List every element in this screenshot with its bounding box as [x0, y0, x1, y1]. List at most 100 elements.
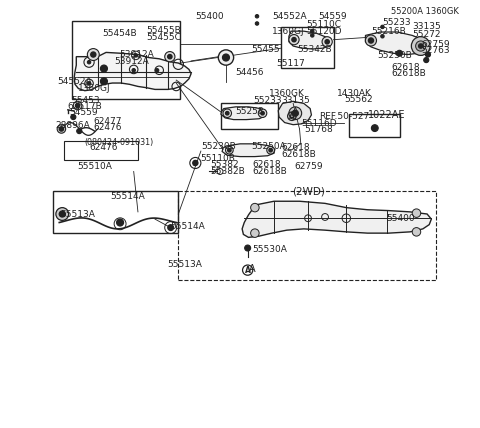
Circle shape [132, 68, 135, 72]
Text: 55250A: 55250A [252, 142, 286, 151]
Text: 55400: 55400 [195, 12, 224, 21]
Text: 55117: 55117 [276, 59, 305, 68]
Circle shape [87, 60, 91, 64]
Circle shape [245, 245, 251, 251]
Text: 55120D: 55120D [306, 27, 341, 36]
Bar [63, 141, 138, 160]
Circle shape [289, 107, 301, 119]
Polygon shape [74, 52, 191, 91]
Circle shape [292, 38, 296, 42]
Circle shape [228, 149, 231, 152]
Text: 55116D: 55116D [301, 119, 336, 128]
Text: 54456: 54456 [235, 68, 264, 77]
Text: 55513A: 55513A [60, 210, 96, 219]
Text: 55230B: 55230B [201, 142, 236, 151]
Circle shape [168, 225, 174, 231]
Circle shape [255, 22, 259, 25]
Text: 54552A: 54552A [272, 12, 307, 21]
Circle shape [193, 160, 198, 166]
Circle shape [289, 35, 299, 45]
Circle shape [57, 125, 66, 133]
Circle shape [369, 38, 373, 43]
Circle shape [87, 49, 99, 60]
Circle shape [416, 41, 426, 51]
Bar [53, 190, 179, 233]
Text: 54559: 54559 [69, 108, 98, 117]
Circle shape [424, 57, 429, 62]
Text: 62618: 62618 [253, 160, 281, 169]
Text: 55513A: 55513A [168, 260, 203, 269]
Text: 55382: 55382 [210, 160, 239, 169]
Circle shape [255, 15, 259, 18]
Text: 1360GJ: 1360GJ [272, 27, 304, 36]
Circle shape [425, 52, 431, 57]
Circle shape [426, 53, 430, 56]
Text: 55200A 1360GK: 55200A 1360GK [391, 7, 459, 16]
Circle shape [56, 208, 69, 220]
Circle shape [267, 146, 275, 154]
Text: 55110C: 55110C [306, 20, 341, 29]
Bar [221, 104, 278, 129]
Text: 55230B: 55230B [377, 51, 412, 60]
Circle shape [251, 203, 259, 212]
Circle shape [71, 115, 76, 119]
Polygon shape [221, 107, 265, 119]
Circle shape [165, 51, 175, 62]
Text: 55233: 55233 [383, 18, 411, 27]
Text: 53912A: 53912A [115, 57, 149, 66]
Text: 62618B: 62618B [253, 167, 288, 176]
Circle shape [396, 50, 402, 56]
Circle shape [223, 54, 229, 61]
Bar [349, 114, 400, 137]
Circle shape [226, 112, 229, 115]
Text: A: A [249, 264, 256, 273]
Circle shape [261, 112, 264, 115]
Bar [179, 190, 436, 280]
Text: 53912A: 53912A [119, 50, 154, 59]
Text: 62618: 62618 [391, 62, 420, 71]
Circle shape [419, 44, 423, 48]
Text: 62477: 62477 [93, 117, 122, 126]
Text: 62759: 62759 [421, 40, 450, 49]
Circle shape [168, 54, 172, 59]
Text: A: A [292, 107, 299, 117]
Text: 28896A: 28896A [55, 121, 90, 130]
Circle shape [75, 104, 80, 108]
Text: 62618: 62618 [282, 143, 310, 152]
Text: 1360GJ: 1360GJ [78, 84, 111, 93]
Circle shape [60, 211, 65, 217]
Text: 55258: 55258 [235, 107, 264, 116]
Text: 62476: 62476 [93, 123, 122, 132]
Text: 55216B: 55216B [371, 27, 406, 36]
Text: 55455C: 55455C [146, 33, 181, 42]
Text: 55455B: 55455B [146, 27, 181, 36]
Polygon shape [242, 201, 432, 238]
Circle shape [134, 54, 138, 57]
Text: 55233: 55233 [253, 96, 282, 105]
Polygon shape [365, 32, 427, 54]
Circle shape [226, 146, 233, 154]
Text: 55342B: 55342B [298, 45, 332, 54]
Circle shape [424, 58, 428, 62]
Text: 55562: 55562 [344, 95, 373, 104]
Text: 52763: 52763 [421, 46, 450, 55]
Text: 62618B: 62618B [391, 69, 426, 78]
Circle shape [60, 127, 63, 131]
Circle shape [223, 109, 231, 117]
Bar [281, 27, 334, 68]
Circle shape [100, 65, 108, 72]
Text: 55510A: 55510A [78, 163, 112, 172]
Circle shape [412, 228, 420, 236]
Circle shape [87, 82, 91, 85]
Circle shape [168, 55, 171, 58]
Circle shape [258, 109, 267, 117]
Circle shape [311, 30, 314, 33]
Text: 55514A: 55514A [110, 192, 145, 201]
Text: 55453: 55453 [72, 96, 100, 105]
Polygon shape [289, 31, 331, 49]
Text: 62617B: 62617B [67, 102, 102, 111]
Circle shape [372, 125, 378, 131]
Text: REF.50-527: REF.50-527 [319, 112, 369, 121]
Text: (2WD): (2WD) [292, 187, 325, 197]
Text: 55272: 55272 [412, 30, 441, 39]
